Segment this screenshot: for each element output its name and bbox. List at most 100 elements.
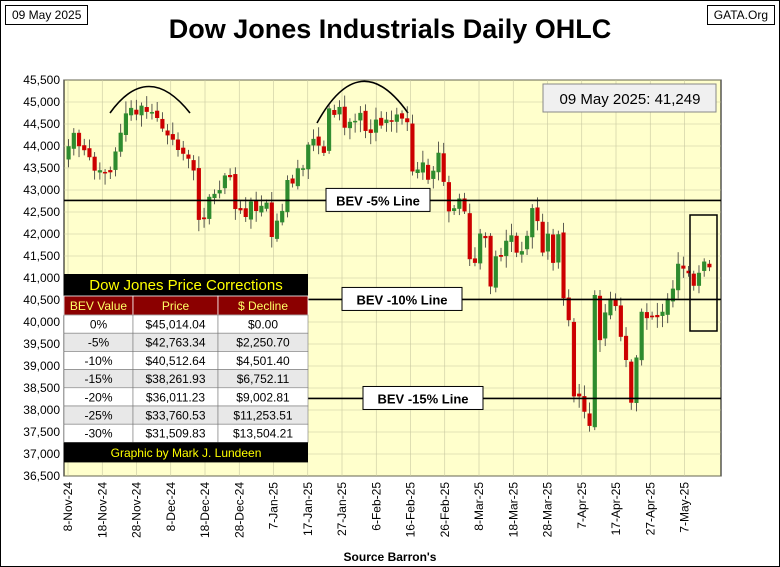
candle-body xyxy=(530,208,535,238)
candle-body xyxy=(259,205,264,213)
x-tick-label: 8-Nov-24 xyxy=(61,482,75,532)
y-axis-ticks: 36,500 37,000 37,500 38,000 38,500 39,000 39,5… xyxy=(23,73,60,483)
table-cell-text: $40,512.64 xyxy=(145,354,205,368)
bev-label: BEV -15% Line xyxy=(377,391,468,406)
candle-body xyxy=(233,174,238,210)
candle-body xyxy=(603,312,608,339)
table-cell-text: 0% xyxy=(90,318,108,332)
table-cell-text: -25% xyxy=(84,409,112,423)
y-tick-label: 38,500 xyxy=(23,381,60,395)
x-tick-label: 28-Nov-24 xyxy=(130,482,144,538)
table-cell-text: $33,760.53 xyxy=(145,409,205,423)
y-tick-label: 45,500 xyxy=(23,73,60,87)
table-header-text: Price xyxy=(162,299,190,313)
candle-body xyxy=(92,156,97,171)
candle-body xyxy=(399,113,405,119)
x-tick-label: 17-Jan-25 xyxy=(301,482,315,536)
candle-body xyxy=(311,138,316,146)
candle-body xyxy=(306,144,311,170)
candle-body xyxy=(155,110,160,119)
candle-body xyxy=(592,294,597,428)
bev-label-box xyxy=(362,385,484,410)
candle-body xyxy=(228,174,233,178)
candle-body xyxy=(321,146,326,153)
x-tick-label: 8-Dec-24 xyxy=(164,482,178,532)
candle-body xyxy=(113,151,118,170)
candle-body xyxy=(87,148,92,158)
candle-body xyxy=(181,147,186,154)
corrections-table: Dow Jones Price Corrections BEV Value Pric… xyxy=(63,274,309,463)
table-cell-text: $4,501.40 xyxy=(236,354,290,368)
candle-body xyxy=(535,207,540,222)
candle-body xyxy=(217,190,222,194)
x-tick-label: 8-Mar-25 xyxy=(472,482,486,531)
x-tick-label: 7-Jan-25 xyxy=(267,482,281,530)
y-tick-label: 44,500 xyxy=(23,117,60,131)
chart-title: Dow Jones Industrials Daily OHLC xyxy=(168,14,612,44)
candle-body xyxy=(207,196,212,219)
candle-body xyxy=(238,208,243,211)
table-cell-text: -30% xyxy=(84,427,112,441)
candle-body xyxy=(566,297,571,321)
top-arcs xyxy=(109,80,409,124)
candle-body xyxy=(368,129,373,133)
candle-body xyxy=(295,168,300,187)
candle-body xyxy=(134,109,139,115)
table-cell-text: $38,261.93 xyxy=(145,372,205,386)
candle-body xyxy=(498,255,504,257)
table-cell-text: -10% xyxy=(84,354,112,368)
candle-body xyxy=(108,170,113,173)
candle-body xyxy=(410,123,415,172)
candle-body xyxy=(175,139,181,150)
x-tick-label: 26-Feb-25 xyxy=(438,482,452,538)
candle-body xyxy=(337,106,342,115)
table-cell-text: $42,763.34 xyxy=(145,336,205,350)
candle-body xyxy=(102,171,108,174)
candle-body xyxy=(623,335,629,361)
candle-body xyxy=(597,295,603,341)
candle-body xyxy=(551,234,556,263)
candle-body xyxy=(488,235,493,287)
table-footer-bg xyxy=(64,442,308,463)
x-tick-label: 27-Apr-25 xyxy=(643,482,657,536)
candle-body xyxy=(509,235,514,242)
x-tick-label: 28-Mar-25 xyxy=(541,482,555,538)
y-tick-label: 39,000 xyxy=(23,359,60,373)
candle-body xyxy=(702,261,707,271)
candle-body xyxy=(431,170,436,179)
table-cell-text: $31,509.83 xyxy=(145,427,205,441)
bev-label-box xyxy=(341,286,463,311)
y-tick-label: 45,000 xyxy=(23,95,60,109)
candle-body xyxy=(274,220,280,239)
candle-body xyxy=(571,321,577,397)
candle-body xyxy=(493,256,498,288)
candle-body xyxy=(222,175,227,189)
table-header-text: $ Decline xyxy=(238,299,288,313)
candle-body xyxy=(363,110,368,131)
candle-body xyxy=(707,263,712,268)
table-cell-text: -20% xyxy=(84,390,112,404)
candle-body xyxy=(358,112,363,121)
candle-body xyxy=(452,208,457,211)
candle-body xyxy=(420,162,425,173)
candle-body xyxy=(327,108,332,151)
candle-body xyxy=(384,119,389,124)
candle-body xyxy=(332,110,337,115)
candle-body xyxy=(577,393,582,397)
bev-lines: BEV -5% Line BEV -10% Line BEV -15% Line xyxy=(64,187,721,410)
candle-body xyxy=(478,233,483,264)
candle-body xyxy=(353,120,358,123)
candle-body xyxy=(691,273,696,286)
candle-body xyxy=(76,132,82,147)
candle-body xyxy=(373,119,379,133)
candle-body xyxy=(457,198,462,209)
candle-body xyxy=(524,235,530,250)
candle-body xyxy=(269,202,274,237)
candle-body xyxy=(66,146,71,160)
table-footer: Graphic by Mark J. Lundeen xyxy=(111,446,262,460)
x-tick-label: 28-Dec-24 xyxy=(232,482,246,538)
candle-body xyxy=(118,132,123,152)
candle-body xyxy=(425,164,431,180)
y-tick-label: 40,500 xyxy=(23,293,60,307)
